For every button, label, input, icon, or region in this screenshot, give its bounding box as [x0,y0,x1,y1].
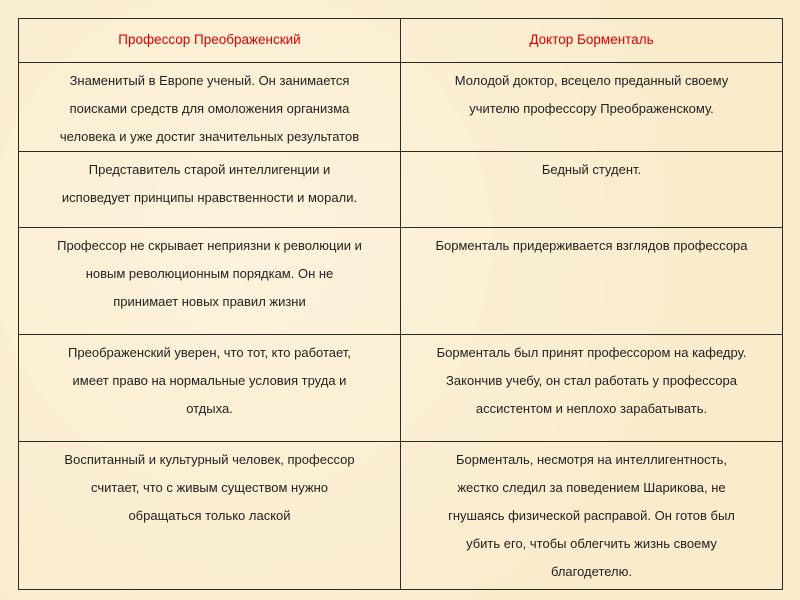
header-preobrazhensky: Профессор Преображенский [18,18,401,63]
cell-text-line: поисками средств для омоложения организм… [69,101,350,116]
cell-text-line: принимает новых правил жизни [113,294,306,309]
cell-text-line: считает, что с живым существом нужно [91,480,328,495]
cell-preobrazhensky: Преображенский уверен, что тот, кто рабо… [18,334,401,442]
cell-preobrazhensky: Представитель старой интеллигенции и испо… [18,151,401,228]
table-row: Профессор не скрывает неприязни к револю… [18,227,783,335]
cell-preobrazhensky: Воспитанный и культурный человек, профес… [18,441,401,590]
cell-text-line: Воспитанный и культурный человек, профес… [64,452,355,467]
cell-text-line: Борменталь был принят профессором на каф… [436,345,747,360]
comparison-table: Профессор Преображенский Доктор Бормента… [18,18,783,590]
cell-text-line: Представитель старой интеллигенции и [88,162,331,177]
header-row: Профессор Преображенский Доктор Бормента… [18,18,783,63]
cell-text-line: Знаменитый в Европе ученый. Он занимаетс… [69,73,350,88]
cell-text-line: Бедный студент. [541,162,642,177]
cell-text-line: исповедует принципы нравственности и мор… [61,190,358,205]
cell-bormental: Борменталь придерживается взглядов профе… [400,227,783,335]
cell-text-line: обращаться только лаской [128,508,291,523]
cell-bormental: Бедный студент. [400,151,783,228]
header-bormental: Доктор Борменталь [400,18,783,63]
cell-text-line: гнушаясь физической расправой. Он готов … [448,508,735,523]
cell-bormental: Борменталь был принят профессором на каф… [400,334,783,442]
cell-text-line: учителю профессору Преображенскому. [469,101,714,116]
cell-text-line: Преображенский уверен, что тот, кто рабо… [68,345,351,360]
table-row: Воспитанный и культурный человек, профес… [18,441,783,590]
table-row: Представитель старой интеллигенции и испо… [18,151,783,228]
cell-text-line: благодетелю. [550,564,632,579]
cell-preobrazhensky: Знаменитый в Европе ученый. Он занимаетс… [18,62,401,152]
cell-text-line: человека и уже достиг значительных резул… [59,129,360,144]
cell-text-line: имеет право на нормальные условия труда … [72,373,347,388]
cell-text-line: ассистентом и неплохо зарабатывать. [475,401,708,416]
table-row: Преображенский уверен, что тот, кто рабо… [18,334,783,442]
cell-text-line: Борменталь придерживается взглядов профе… [435,238,748,253]
cell-text-line: Закончив учебу, он стал работать у профе… [446,373,737,388]
cell-bormental: Молодой доктор, всецело преданный своему… [400,62,783,152]
cell-text-line: новым революционным порядкам. Он не [85,266,334,281]
table-row: Знаменитый в Европе ученый. Он занимаетс… [18,62,783,152]
cell-text-line: жестко следил за поведением Шарикова, не [457,480,726,495]
cell-text-line: убить его, чтобы облегчить жизнь своему [466,536,717,551]
cell-text-line: отдыха. [186,401,233,416]
cell-preobrazhensky: Профессор не скрывает неприязни к револю… [18,227,401,335]
cell-text-line: Профессор не скрывает неприязни к револю… [57,238,362,253]
cell-text-line: Борменталь, несмотря на интеллигентность… [455,452,727,467]
cell-text-line: Молодой доктор, всецело преданный своему [454,73,729,88]
cell-bormental: Борменталь, несмотря на интеллигентность… [400,441,783,590]
